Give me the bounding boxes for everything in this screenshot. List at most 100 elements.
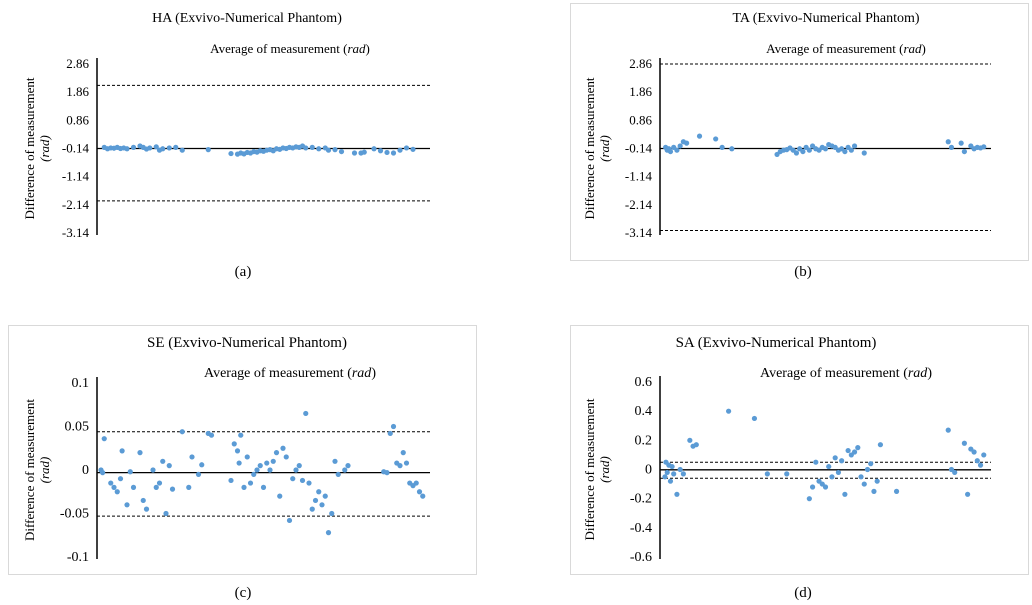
data-point <box>290 476 296 482</box>
data-point <box>231 441 237 447</box>
data-point <box>127 469 133 475</box>
data-point <box>283 454 289 460</box>
data-point <box>277 493 283 499</box>
y-tick-label: -3.14 <box>625 225 653 240</box>
data-point <box>296 463 302 469</box>
data-point <box>264 460 270 466</box>
data-point <box>809 484 816 490</box>
y-tick-label: 0.4 <box>635 404 653 419</box>
data-point <box>251 471 257 477</box>
data-point <box>864 466 871 473</box>
data-point <box>806 496 812 502</box>
y-tick-label: 0.2 <box>635 433 653 448</box>
data-point <box>713 136 719 142</box>
chart-title: SE (Exvivo-Numerical Phantom) <box>147 335 347 351</box>
data-point <box>851 449 858 455</box>
chart-title: HA (Exvivo-Numerical Phantom) <box>152 11 342 26</box>
data-point <box>871 488 877 494</box>
data-point <box>199 462 205 468</box>
data-point <box>173 144 179 150</box>
data-point <box>410 146 416 152</box>
data-point <box>306 480 312 486</box>
panel-frame-c <box>8 325 477 575</box>
data-point <box>335 471 341 477</box>
data-point <box>179 147 185 153</box>
data-point <box>842 491 848 497</box>
data-point <box>205 147 211 153</box>
data-point <box>160 458 166 464</box>
data-point <box>667 478 674 484</box>
data-point <box>965 491 971 497</box>
data-point <box>861 150 867 156</box>
data-point <box>416 489 423 495</box>
y-tick-label: 0 <box>645 463 652 478</box>
data-point <box>848 147 854 153</box>
data-point <box>108 480 114 486</box>
data-point <box>260 484 267 490</box>
data-point <box>868 461 874 467</box>
data-point <box>961 440 967 446</box>
data-point <box>143 506 150 512</box>
data-point <box>137 450 143 456</box>
data-point <box>100 470 106 476</box>
y-tick-label: -0.4 <box>630 521 652 536</box>
y-tick-label: -0.1 <box>67 550 89 565</box>
y-tick-label: 2.86 <box>629 56 652 71</box>
y-tick-label: 0.05 <box>65 420 90 435</box>
x-axis-label: Average of measurement (rad) <box>760 366 932 381</box>
data-point <box>390 423 397 430</box>
x-axis-label: Average of measurement (rad) <box>766 41 926 56</box>
data-point <box>338 148 345 155</box>
y-tick-label: 0 <box>82 463 89 478</box>
data-point <box>303 145 309 151</box>
y-tick-label: 0.1 <box>72 376 90 391</box>
data-point <box>332 147 338 153</box>
y-tick-label: -1.14 <box>62 169 90 184</box>
data-point <box>241 484 247 490</box>
data-point <box>403 145 410 151</box>
data-point <box>160 146 166 152</box>
data-point <box>961 148 967 155</box>
chart-ta: TA (Exvivo-Numerical Phantom) Average of … <box>582 11 991 240</box>
data-point <box>680 471 686 477</box>
data-point <box>420 493 426 499</box>
data-point <box>842 148 848 155</box>
data-point <box>114 489 120 495</box>
caption-b: (b) <box>794 264 812 280</box>
data-point <box>280 445 286 451</box>
data-point <box>316 146 322 152</box>
data-point <box>312 497 319 504</box>
data-point <box>981 144 987 150</box>
data-point <box>851 143 858 149</box>
data-point <box>948 144 955 150</box>
data-point <box>124 146 130 152</box>
data-point <box>387 430 393 437</box>
data-point <box>342 467 348 473</box>
y-axis-label: Difference of measurement <box>22 77 37 219</box>
data-point <box>674 147 680 153</box>
data-point <box>832 455 838 461</box>
data-point <box>228 150 234 157</box>
data-point <box>835 469 842 476</box>
data-point <box>822 146 829 152</box>
data-point <box>286 517 293 524</box>
data-point <box>822 484 829 490</box>
data-point <box>674 491 680 497</box>
data-point <box>945 427 951 433</box>
data-point <box>228 477 234 484</box>
y-tick-label: 0.6 <box>635 375 653 390</box>
data-point <box>397 463 403 469</box>
y-axis-label: Difference of measurement <box>582 77 597 219</box>
data-point <box>677 143 683 149</box>
data-point <box>254 467 260 473</box>
data-point <box>787 145 793 151</box>
y-axis-unit: (rad) <box>597 456 612 483</box>
y-axis-label: Difference of measurement <box>22 399 37 541</box>
data-point <box>309 144 315 150</box>
data-point <box>664 469 670 476</box>
data-point <box>861 481 867 487</box>
caption-a: (a) <box>234 264 252 280</box>
data-point <box>390 150 397 156</box>
y-tick-label: 1.86 <box>66 84 89 99</box>
panel-frame-b <box>570 3 1029 261</box>
